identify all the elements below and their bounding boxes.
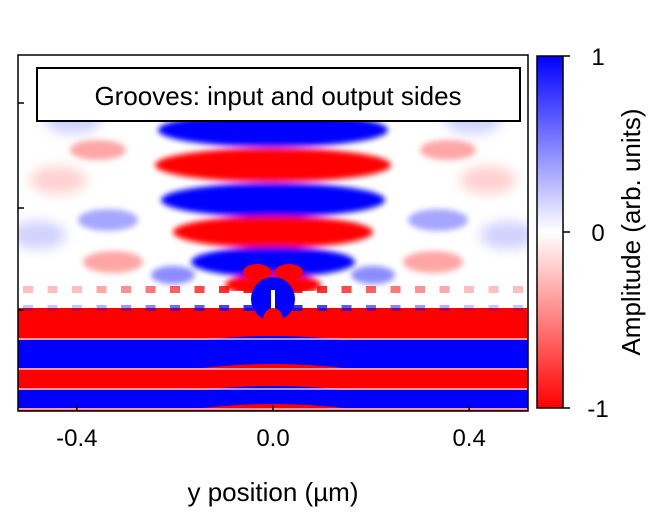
groove-bottom <box>121 305 131 311</box>
groove-top <box>0 286 9 293</box>
groove-top <box>194 286 205 293</box>
groove-bottom <box>292 305 303 311</box>
fringe-lobe <box>151 266 195 284</box>
groove-top <box>317 286 327 293</box>
x-axis: -0.4 0.0 0.4 <box>56 405 486 452</box>
ripple <box>460 166 516 194</box>
fringe-lobe <box>408 209 468 231</box>
groove-top <box>23 286 33 293</box>
groove-bottom <box>243 305 254 311</box>
annotation-box: Grooves: input and output sides <box>36 67 521 122</box>
groove-bottom <box>439 305 450 311</box>
groove-top <box>488 286 499 293</box>
groove-bottom <box>341 305 352 311</box>
groove-bottom <box>390 305 401 311</box>
groove-bottom <box>96 305 107 311</box>
annotation-text: Grooves: input and output sides <box>94 81 461 111</box>
groove-top <box>292 286 303 293</box>
slit-lobe <box>275 264 303 280</box>
groove-bottom <box>415 305 425 311</box>
fringe <box>173 216 373 248</box>
slit <box>271 290 275 310</box>
groove-bottom <box>464 305 474 311</box>
fringe-lobe <box>83 251 143 273</box>
colorbar-gradient <box>536 55 564 409</box>
groove-bottom <box>23 305 33 311</box>
fringe-lobe <box>403 251 463 273</box>
slit-lobe <box>243 264 271 280</box>
ripple <box>480 221 528 249</box>
x-tick-label: -0.4 <box>56 425 97 452</box>
fringe <box>191 247 355 277</box>
groove-top <box>464 286 474 293</box>
fringe-lobe <box>420 140 476 160</box>
colorbar-tick-label: 1 <box>591 44 604 71</box>
groove-bottom <box>0 305 9 311</box>
groove-top <box>390 286 401 293</box>
x-axis-label: y position (µm) <box>187 477 358 507</box>
groove-top <box>121 286 131 293</box>
groove-bottom <box>72 305 82 311</box>
colorbar: 1 0 -1 Amplitude (arb. units) <box>536 44 646 423</box>
annotation-frame <box>36 67 521 122</box>
groove-top <box>439 286 450 293</box>
fringe-lobe <box>70 140 126 160</box>
ripple <box>18 221 66 249</box>
groove-top <box>145 286 156 293</box>
slit-exit <box>263 308 283 332</box>
ripple <box>30 166 86 194</box>
groove-bottom <box>513 305 523 311</box>
groove-bottom <box>47 305 58 311</box>
groove-bottom <box>317 305 327 311</box>
colorbar-ticks: 1 0 -1 <box>563 44 609 423</box>
fringe <box>155 148 391 182</box>
groove-top <box>513 286 523 293</box>
groove-bottom <box>194 305 205 311</box>
groove-top <box>219 286 229 293</box>
groove-bottom <box>488 305 499 311</box>
x-tick-label: 0.0 <box>256 425 289 452</box>
groove-bottom <box>145 305 156 311</box>
band-blue <box>18 386 528 408</box>
groove-top <box>47 286 58 293</box>
fringe <box>161 183 385 217</box>
colorbar-tick-label: -1 <box>587 396 608 423</box>
colorbar-label: Amplitude (arb. units) <box>616 108 646 355</box>
groove-top <box>415 286 425 293</box>
groove-top <box>170 286 180 293</box>
band-blue <box>18 336 528 368</box>
metal-film-grooves <box>0 264 528 332</box>
colorbar-tick-label: 0 <box>591 220 604 247</box>
groove-top <box>243 286 254 293</box>
x-tick-label: 0.4 <box>452 425 485 452</box>
groove-top <box>341 286 352 293</box>
groove-bottom <box>366 305 376 311</box>
groove-top <box>96 286 107 293</box>
fringe-lobe <box>351 266 395 284</box>
groove-top <box>366 286 376 293</box>
groove-bottom <box>170 305 180 311</box>
groove-bottom <box>219 305 229 311</box>
groove-top <box>72 286 82 293</box>
fringe-lobe <box>78 209 138 231</box>
